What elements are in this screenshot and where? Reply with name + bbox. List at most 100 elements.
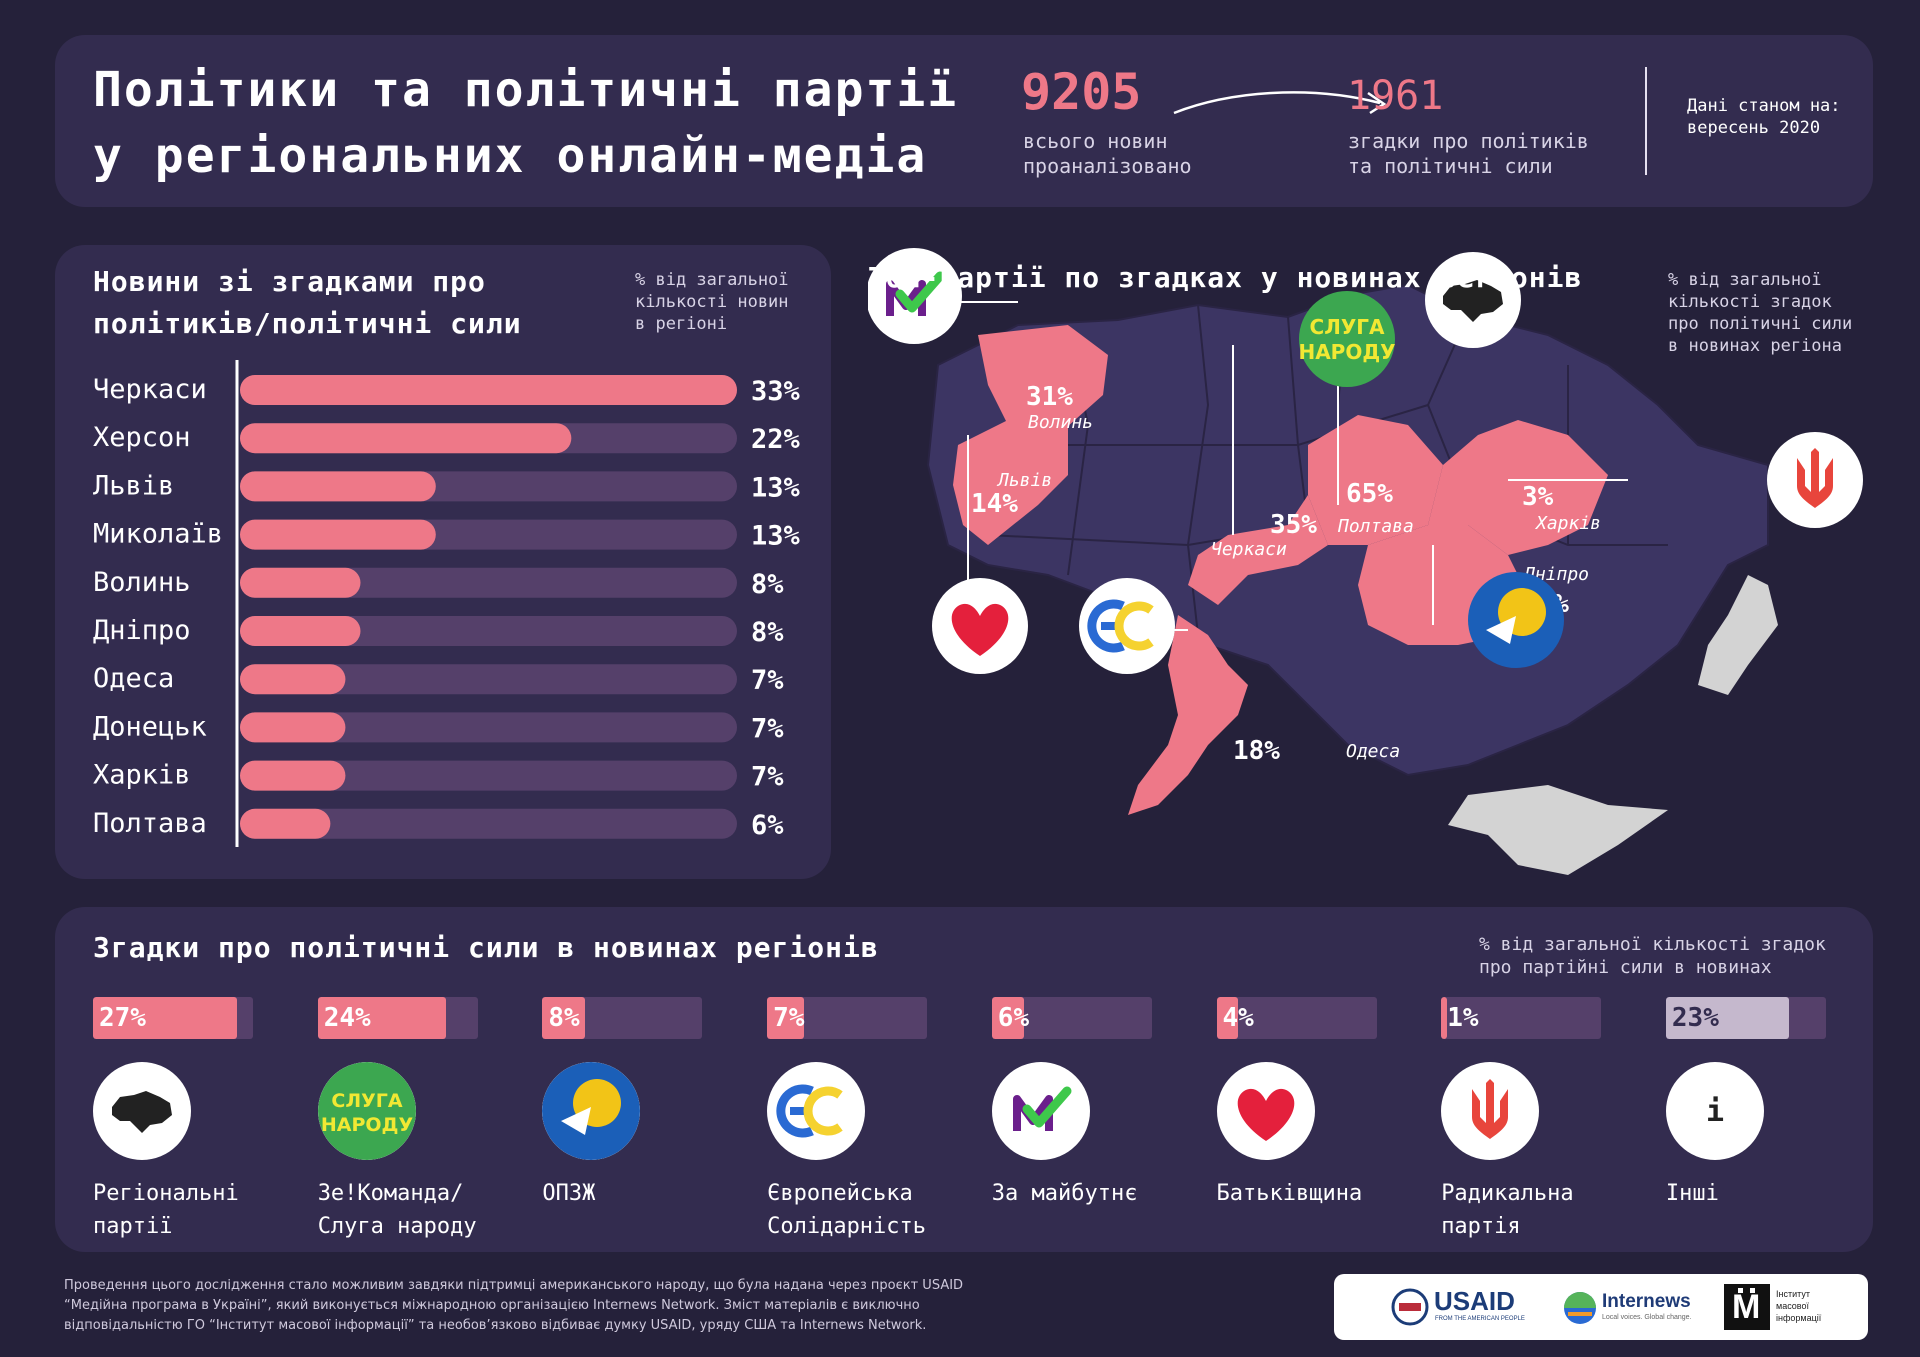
region-labels: 31%Волинь 14%Львів 35%Черкаси 65% Полтава 3%Х… xyxy=(971,382,1601,766)
party-pct-label: 7% xyxy=(773,1003,805,1033)
footer-line-1: Проведення цього дослідження стало можли… xyxy=(64,1278,964,1293)
bar-value-label: 6% xyxy=(751,810,784,841)
info-icon: i xyxy=(1665,1062,1764,1160)
region-pct-label: 31% xyxy=(1026,382,1073,412)
title-line-1: Політики та політичні партії xyxy=(93,62,959,118)
internews-tagline: Local voices. Global change. xyxy=(1602,1314,1692,1321)
party-name: Інші xyxy=(1666,1177,1876,1210)
party-bar-fill xyxy=(93,997,237,1039)
party-name: ОПЗЖ xyxy=(542,1177,752,1210)
party-pct-label: 27% xyxy=(99,1003,146,1033)
bar-note-1: % від загальної xyxy=(635,270,789,290)
occupied-east xyxy=(1698,575,1778,695)
bar-category-label: Донецьк xyxy=(93,711,207,742)
party-pct-label: 8% xyxy=(548,1003,580,1033)
imi-line-2: масової xyxy=(1776,1301,1809,1311)
bar-value-label: 8% xyxy=(751,569,784,600)
party-bar-track: 4% xyxy=(1216,997,1377,1039)
ukraine-map-icon xyxy=(93,1062,191,1160)
bar xyxy=(240,808,331,839)
bar xyxy=(240,423,572,454)
imi-logo-text: Інститут масової інформації xyxy=(1776,1288,1821,1324)
parties-title: Згадки про політичні сили в новинах регі… xyxy=(93,931,879,964)
batkivshchyna-heart-logo xyxy=(1216,1062,1315,1160)
bar-value-label: 22% xyxy=(751,424,801,455)
imi-line-3: інформації xyxy=(1776,1313,1822,1323)
bar-chart-title: Новини зі згадками про політиків/політич… xyxy=(93,261,522,345)
party-name: Батьківщина xyxy=(1217,1177,1427,1210)
party-item: 27% Регіональні партії xyxy=(93,997,293,1239)
internews-globe-icon xyxy=(1564,1292,1596,1324)
bar-chart: Черкаси 33% Херсон 22% Львів 13% Миколаїв 13% Во… xyxy=(93,360,801,847)
map-note-3: про політичні сили xyxy=(1668,314,1853,334)
page-title: Політики та політичні партії у регіональ… xyxy=(93,57,958,189)
region-pct-label: 14% xyxy=(971,489,1018,519)
party-pct-label: 1% xyxy=(1447,1003,1479,1033)
party-item: 7% Європейська Солідарність xyxy=(767,997,967,1239)
bar-value-label: 7% xyxy=(751,762,784,793)
party-item: 1% Радикальна партія xyxy=(1441,997,1641,1239)
party-name: Європейська Солідарність xyxy=(767,1177,977,1243)
party-pct-label: 4% xyxy=(1222,1003,1254,1033)
region-poltava xyxy=(1308,415,1443,545)
bar-category-label: Волинь xyxy=(93,567,191,598)
bar xyxy=(240,664,346,695)
parties-note: % від загальної кількості згадок про пар… xyxy=(1479,933,1826,979)
party-item: 4% Батьківщина xyxy=(1216,997,1417,1206)
region-pct-label: 35% xyxy=(1270,510,1317,540)
party-pct-label: 6% xyxy=(997,1003,1030,1033)
bar-category-label: Львів xyxy=(93,470,174,501)
date-label-1: Дані станом на: xyxy=(1687,96,1841,116)
bar-value-label: 7% xyxy=(751,665,784,696)
party-bar-track: 1% xyxy=(1441,997,1602,1039)
map-note-1: % від загальної xyxy=(1668,270,1822,290)
party-bar-fill xyxy=(1441,997,1447,1039)
svg-text:i: i xyxy=(1706,1094,1724,1129)
party-name: Зе!Команда/Слуга народу xyxy=(318,1177,528,1243)
parties-note-2: про партійні сили в новинах xyxy=(1479,957,1772,978)
party-name-line-2: Слуга народу xyxy=(317,1214,477,1239)
usaid-tagline: FROM THE AMERICAN PEOPLE xyxy=(1435,1316,1525,1322)
party-bar-track: 23% xyxy=(1665,997,1826,1039)
bar xyxy=(240,375,737,405)
map-title: Топ-партії по згадках у новинах регіонів xyxy=(868,261,1583,294)
region-cherkasy xyxy=(1188,495,1328,605)
mentions-label-1: згадки про політиків xyxy=(1348,129,1589,153)
bar-track xyxy=(240,712,737,743)
footer-line-2: “Медійна програма в Україні”, який викон… xyxy=(64,1298,920,1313)
region-name-label: Харків xyxy=(1534,513,1601,534)
party-name: Радикальна партія xyxy=(1441,1177,1651,1243)
party-name: За майбутнє xyxy=(992,1177,1202,1210)
mentions-count: 1961 xyxy=(1347,73,1444,119)
header-divider xyxy=(1645,67,1647,175)
bar xyxy=(240,760,346,791)
map-logo-opzzh xyxy=(1468,572,1564,668)
radical-trident-logo xyxy=(1441,1062,1540,1160)
bar-value-label: 13% xyxy=(751,472,801,503)
bar-note-3: в регіоні xyxy=(635,314,728,334)
svg-text:НАРОДУ: НАРОДУ xyxy=(321,1114,414,1136)
map-sluha-text-2: НАРОДУ xyxy=(1298,340,1395,364)
date-label-2: вересень 2020 xyxy=(1687,118,1821,138)
map-logo-za-maibutnie xyxy=(868,248,962,344)
party-name-line-1: Радикальна xyxy=(1441,1181,1574,1206)
bar-track xyxy=(240,664,737,695)
party-bar-fill xyxy=(1665,997,1789,1039)
es-logo xyxy=(767,1062,866,1160)
map-logo-regional xyxy=(1425,252,1521,348)
bar-category-label: Черкаси xyxy=(93,374,207,405)
party-item: 23% i Інші xyxy=(1665,997,1866,1206)
party-name-line-1: Європейська xyxy=(767,1181,913,1206)
bar-track xyxy=(240,567,737,598)
bar-value-label: 13% xyxy=(751,521,801,552)
bar-track xyxy=(240,760,737,791)
bar-track xyxy=(240,616,737,646)
party-item: 24% СЛУГА НАРОДУ Зе!Команда/Слуга народу xyxy=(317,997,518,1239)
footer-line-3: відповідальністю ГО “Інститут масової ін… xyxy=(64,1318,927,1333)
map-panel: 31% Волинь 14% Львів 35% Черкаси 65% Полтава 3% Х… xyxy=(868,245,1868,885)
bar-chart-title-2: політиків/політичні сили xyxy=(93,307,522,340)
internews-logo-text: Internews xyxy=(1602,1291,1691,1312)
party-bar-track: 24% xyxy=(317,997,478,1039)
party-bar-track: 27% xyxy=(93,997,253,1039)
bar-chart-note: % від загальної кількості новин в регіон… xyxy=(635,269,789,335)
